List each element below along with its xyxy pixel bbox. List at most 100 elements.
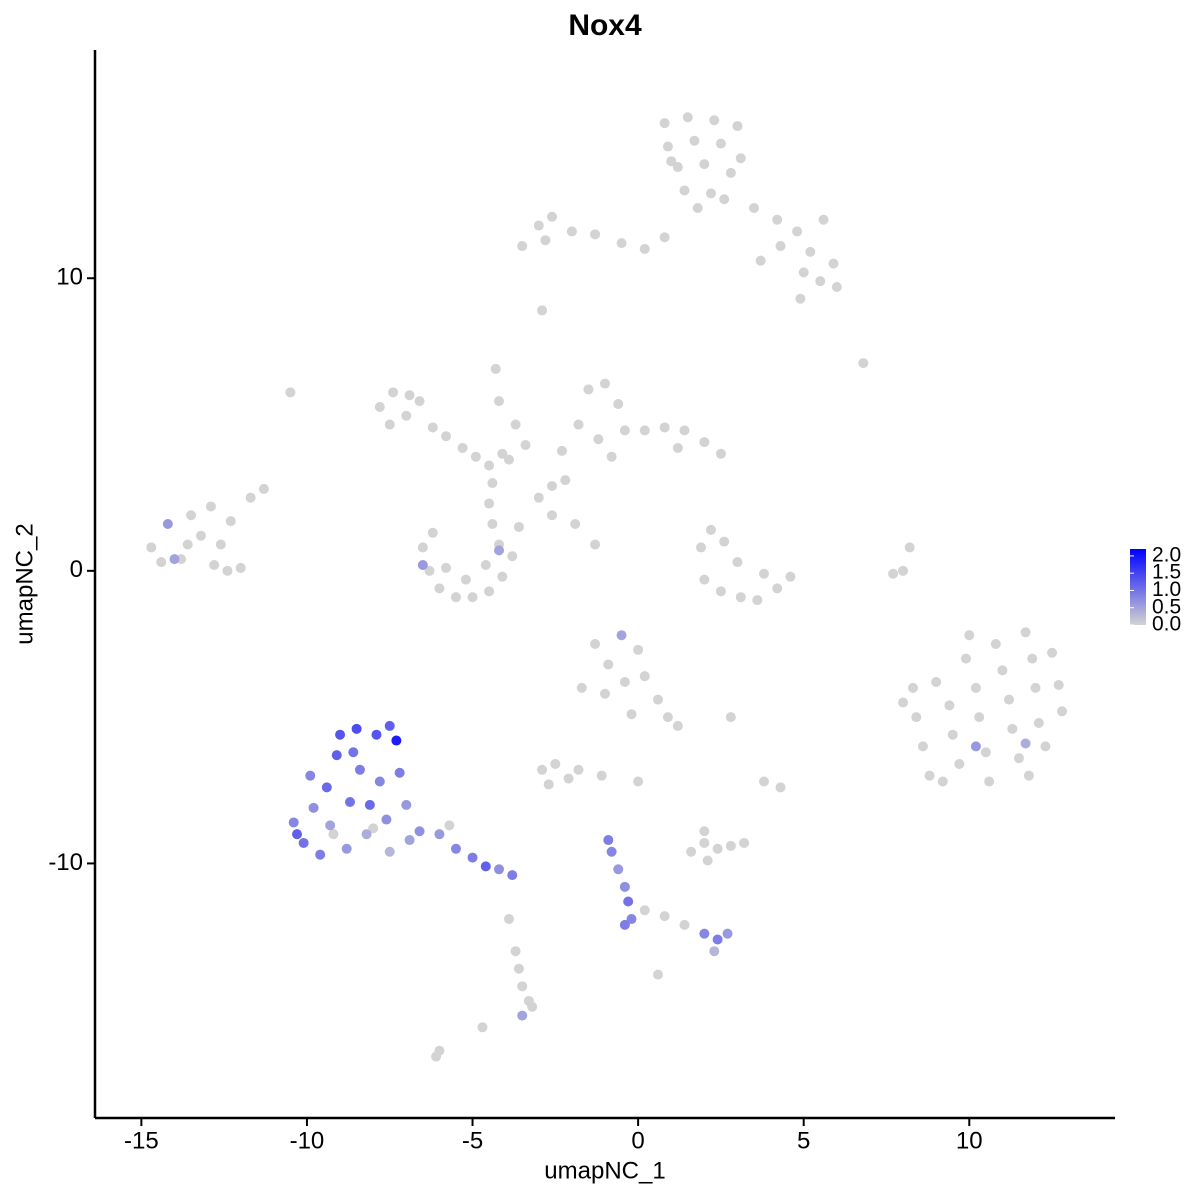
point [619, 425, 630, 436]
point [947, 729, 958, 740]
point [626, 709, 637, 720]
point [990, 638, 1001, 649]
point [460, 574, 471, 585]
point [639, 243, 650, 254]
point [341, 843, 352, 854]
point [434, 829, 445, 840]
point [705, 524, 716, 535]
point [590, 229, 601, 240]
point [417, 559, 428, 570]
point [494, 545, 505, 556]
point [490, 363, 501, 374]
point [547, 480, 558, 491]
point [381, 814, 392, 825]
point [1027, 653, 1038, 664]
point [527, 1001, 538, 1012]
point [1030, 682, 1041, 693]
point [384, 419, 395, 430]
point [573, 419, 584, 430]
point [722, 928, 733, 939]
point [712, 934, 723, 945]
point [388, 387, 399, 398]
point [619, 919, 630, 930]
point [308, 802, 319, 813]
point [652, 694, 663, 705]
point [507, 551, 518, 562]
point [749, 203, 760, 214]
point [467, 852, 478, 863]
point [162, 519, 173, 530]
point [725, 840, 736, 851]
point [732, 557, 743, 568]
point [1040, 741, 1051, 752]
point [560, 475, 571, 486]
point [633, 776, 644, 787]
point [209, 559, 220, 570]
point [480, 861, 491, 872]
point [441, 562, 452, 573]
point [1004, 694, 1015, 705]
point [431, 1051, 442, 1062]
point [497, 571, 508, 582]
point [603, 835, 614, 846]
point [659, 118, 670, 129]
point [467, 592, 478, 603]
point [888, 568, 899, 579]
point [613, 864, 624, 875]
point [619, 881, 630, 892]
point [457, 442, 468, 453]
point [699, 826, 710, 837]
point [715, 586, 726, 597]
point [335, 729, 346, 740]
point [590, 638, 601, 649]
point [298, 837, 309, 848]
point [679, 425, 690, 436]
point [603, 659, 614, 670]
point [503, 914, 514, 925]
point [619, 677, 630, 688]
point [924, 770, 935, 781]
point [739, 837, 750, 848]
point [517, 241, 528, 252]
point [573, 764, 584, 775]
point [606, 846, 617, 857]
point [321, 782, 332, 793]
point [556, 445, 567, 456]
point [623, 896, 634, 907]
point [285, 387, 296, 398]
point [732, 121, 743, 132]
point [371, 729, 382, 740]
point [931, 677, 942, 688]
point [215, 539, 226, 550]
point [907, 682, 918, 693]
point [699, 574, 710, 585]
point [970, 741, 981, 752]
point [898, 565, 909, 576]
point [351, 723, 362, 734]
point [682, 112, 693, 123]
point [626, 914, 637, 925]
point [401, 410, 412, 421]
point [980, 747, 991, 758]
point [537, 764, 548, 775]
point [570, 519, 581, 530]
point [427, 422, 438, 433]
point [225, 516, 236, 527]
point [600, 688, 610, 699]
point [325, 820, 336, 831]
colorbar-label: 1.5 [1152, 561, 1181, 584]
point [146, 542, 157, 553]
point [543, 779, 554, 790]
point [434, 583, 445, 594]
colorbar-label: 2.0 [1152, 543, 1181, 566]
point [705, 188, 716, 199]
point [494, 864, 505, 875]
point [361, 829, 372, 840]
point [566, 226, 577, 237]
point [414, 826, 425, 837]
point [417, 542, 428, 553]
point [828, 258, 839, 269]
point [547, 510, 558, 521]
point [576, 682, 587, 693]
